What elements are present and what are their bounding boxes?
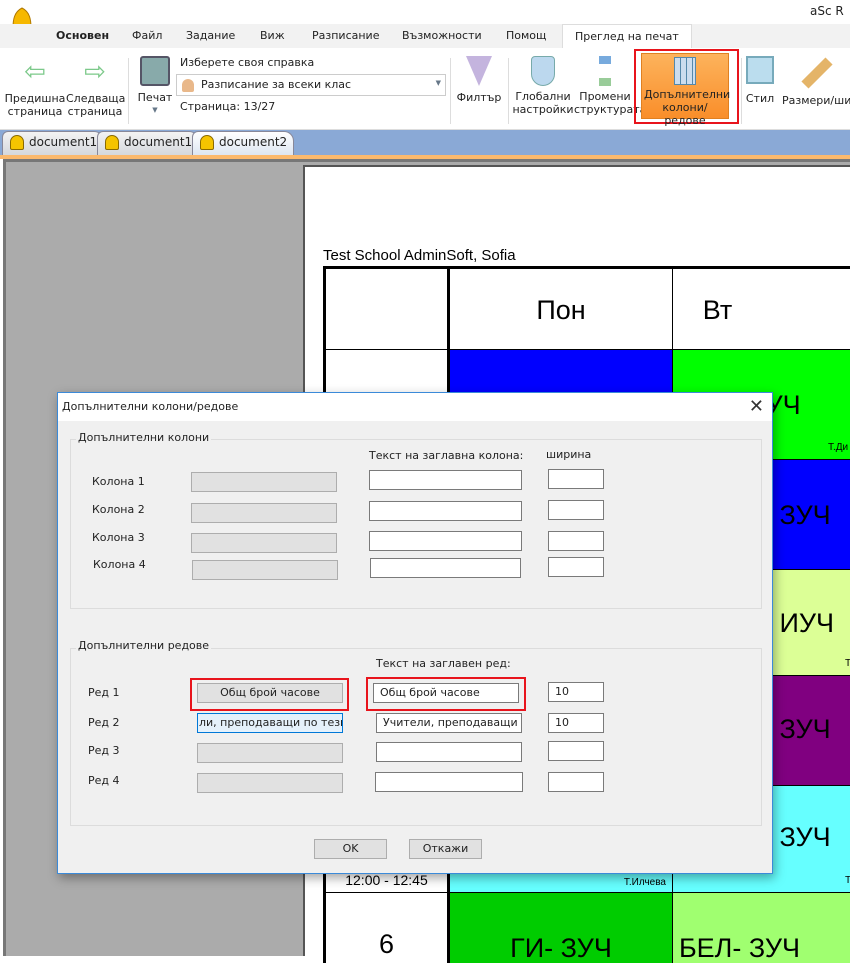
page-indicator: Страница: 13/27 <box>180 100 276 113</box>
next-page-button[interactable]: ⇨ Следваща страница <box>66 57 126 118</box>
column-label: Колона 4 <box>93 558 146 571</box>
tab-help[interactable]: Помощ <box>506 29 547 42</box>
report-select[interactable]: Разписание за всеки клас ▼ <box>176 74 446 96</box>
funnel-icon <box>466 56 492 86</box>
chevron-down-icon: ▼ <box>435 79 441 87</box>
column-label: Колона 1 <box>92 475 145 488</box>
change-structure-button[interactable]: Промени структурата <box>574 56 646 116</box>
arrow-left-icon: ⇦ <box>24 57 46 87</box>
column-button[interactable] <box>191 503 337 523</box>
highlight-box <box>190 678 349 711</box>
column-label: Колона 2 <box>92 503 145 516</box>
row-width-input[interactable] <box>548 772 604 792</box>
filter-button[interactable]: Филтър <box>456 56 502 104</box>
period-cell: 6 <box>323 893 449 963</box>
column-width-input[interactable] <box>548 531 604 551</box>
extra-columns-rows-button[interactable]: Допълнителни колони/редове <box>641 53 730 127</box>
hierarchy-icon <box>599 56 611 86</box>
row-text-input[interactable] <box>375 772 523 792</box>
bell-icon <box>200 135 214 150</box>
printer-icon <box>140 56 170 86</box>
tab-underline <box>0 155 850 159</box>
document-tab[interactable]: document1 <box>97 131 200 155</box>
row-label: Ред 4 <box>88 774 120 787</box>
row-width-input[interactable] <box>548 741 604 761</box>
row-label: Ред 1 <box>88 686 120 699</box>
grid-icon <box>674 57 696 85</box>
day-header: Вт <box>672 266 850 351</box>
menu-bar <box>0 24 850 48</box>
bell-icon <box>10 135 24 150</box>
bell-icon <box>105 135 119 150</box>
dialog-title: Допълнителни колони/редове <box>58 393 772 421</box>
row-text-input[interactable]: Учители, преподаващи по те <box>376 713 522 733</box>
group-label: Допълнителни колони <box>76 431 212 444</box>
column-width-input[interactable] <box>548 469 604 489</box>
column-text-input[interactable] <box>369 501 522 521</box>
tab-task[interactable]: Задание <box>186 29 236 42</box>
extra-rows-group <box>70 648 762 826</box>
lesson-cell[interactable]: БЕЛ- ЗУЧ <box>672 893 850 963</box>
document-tab-active[interactable]: document2 <box>192 131 295 155</box>
document-tab[interactable]: document1 <box>2 131 105 155</box>
column-label: Колона 3 <box>92 531 145 544</box>
tab-options[interactable]: Възможности <box>402 29 482 42</box>
highlight-box <box>634 49 739 124</box>
row-button[interactable]: Общ брой часове <box>197 683 343 703</box>
tab-home[interactable]: Основен <box>56 29 110 42</box>
day-header: Пон <box>448 266 673 351</box>
highlight-box <box>366 677 526 711</box>
row-width-input[interactable]: 10 <box>548 682 604 702</box>
ruler-icon <box>801 57 833 89</box>
row-text-input[interactable] <box>376 742 522 762</box>
width-label: ширина <box>546 448 592 461</box>
tab-file[interactable]: Файл <box>132 29 163 42</box>
column-header-label: Текст на заглавна колона: <box>369 449 524 462</box>
group-label: Допълнителни редове <box>76 639 212 652</box>
lesson-cell[interactable]: ГИ- ЗУЧ <box>448 893 673 963</box>
sizes-button[interactable]: Размери/шир <box>782 56 850 107</box>
row-label: Ред 3 <box>88 744 120 757</box>
global-settings-button[interactable]: Глобални настройки <box>512 56 574 116</box>
extra-columns-rows-dialog: Допълнителни колони/редове ✕ Допълнителн… <box>57 392 773 874</box>
close-icon[interactable]: ✕ <box>748 396 764 417</box>
tab-timetable[interactable]: Разписание <box>312 29 380 42</box>
extra-columns-group <box>70 439 762 609</box>
arrow-right-icon: ⇨ <box>84 57 106 87</box>
column-text-input[interactable] <box>369 470 522 490</box>
print-button[interactable]: Печат ▼ <box>135 56 175 117</box>
row-button[interactable]: ли, преподаващи по тези пред <box>197 713 343 733</box>
prev-page-button[interactable]: ⇦ Предишна страница <box>4 57 66 118</box>
column-button[interactable] <box>191 472 337 492</box>
ok-button[interactable]: OK <box>314 839 387 859</box>
row-width-input[interactable]: 10 <box>548 713 604 733</box>
row-button[interactable] <box>197 773 343 793</box>
layout-icon <box>746 56 774 84</box>
tab-print-preview[interactable]: Преглед на печат <box>562 24 692 48</box>
row-header-label: Текст на заглавен ред: <box>376 657 511 670</box>
row-button[interactable] <box>197 743 343 763</box>
column-width-input[interactable] <box>548 500 604 520</box>
style-button[interactable]: Стил <box>744 56 776 105</box>
tab-view[interactable]: Виж <box>260 29 285 42</box>
cancel-button[interactable]: Откажи <box>409 839 482 859</box>
row-text-input[interactable]: Общ брой часове <box>373 683 519 703</box>
column-text-input[interactable] <box>369 531 522 551</box>
column-text-input[interactable] <box>370 558 521 578</box>
report-label: Изберете своя справка <box>180 56 315 69</box>
column-width-input[interactable] <box>548 557 604 577</box>
school-name: Test School AdminSoft, Sofia <box>323 247 516 264</box>
shield-icon <box>531 56 555 86</box>
row-label: Ред 2 <box>88 716 120 729</box>
title-bar <box>0 0 850 24</box>
corner-cell <box>323 266 449 351</box>
person-icon <box>182 79 194 92</box>
column-button[interactable] <box>192 560 338 580</box>
column-button[interactable] <box>191 533 337 553</box>
app-title: aSc R <box>810 4 844 18</box>
